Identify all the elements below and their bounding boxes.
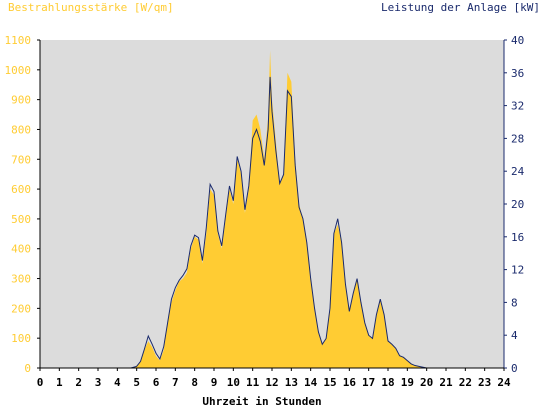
x-tick-label: 0 — [37, 376, 44, 389]
x-tick-label: 23 — [478, 376, 491, 389]
left-tick-label: 1000 — [5, 64, 32, 77]
right-tick-label: 12 — [511, 264, 524, 277]
x-tick-label: 11 — [246, 376, 260, 389]
x-tick-label: 3 — [95, 376, 102, 389]
left-tick-label: 300 — [11, 273, 31, 286]
right-tick-label: 32 — [511, 100, 524, 113]
x-tick-label: 21 — [439, 376, 453, 389]
x-tick-label: 13 — [285, 376, 298, 389]
right-tick-label: 16 — [511, 231, 524, 244]
power-line — [40, 76, 504, 369]
x-tick-label: 24 — [497, 376, 511, 389]
x-tick-label: 15 — [323, 376, 336, 389]
x-tick-label: 18 — [381, 376, 394, 389]
x-axis-label: Uhrzeit in Stunden — [202, 395, 321, 408]
x-tick-label: 14 — [304, 376, 318, 389]
x-ticks: 0 1 2 3 4 5 6 7 8 9 10 11 12 13 14 15 16 17 18 19 20 21 22 23 24 — [37, 368, 511, 389]
left-tick-label: 0 — [24, 362, 31, 375]
x-tick-label: 12 — [265, 376, 278, 389]
x-tick-label: 16 — [343, 376, 357, 389]
left-tick-label: 1100 — [5, 34, 32, 47]
right-tick-label: 8 — [511, 296, 518, 309]
x-tick-label: 19 — [401, 376, 414, 389]
x-tick-label: 10 — [227, 376, 240, 389]
x-tick-label: 9 — [211, 376, 218, 389]
left-tick-label: 700 — [11, 153, 31, 166]
left-tick-label: 200 — [11, 302, 31, 315]
x-tick-label: 8 — [191, 376, 198, 389]
left-tick-label: 900 — [11, 94, 31, 107]
right-axis-title: Leistung der Anlage [kW] — [381, 1, 540, 14]
irradiance-area — [40, 50, 504, 368]
right-tick-label: 28 — [511, 132, 524, 145]
right-tick-label: 4 — [511, 329, 518, 342]
left-tick-label: 600 — [11, 183, 31, 196]
right-tick-label: 40 — [511, 34, 524, 47]
x-tick-label: 20 — [420, 376, 433, 389]
series-layer — [40, 50, 504, 369]
x-tick-label: 7 — [172, 376, 179, 389]
left-tick-label: 100 — [11, 332, 31, 345]
right-tick-label: 36 — [511, 67, 524, 80]
left-axis-title: Bestrahlungsstärke [W/qm] — [8, 1, 174, 14]
x-tick-label: 22 — [459, 376, 472, 389]
right-tick-label: 24 — [511, 165, 525, 178]
x-tick-label: 2 — [75, 376, 82, 389]
right-tick-label: 20 — [511, 198, 524, 211]
left-tick-label: 800 — [11, 123, 31, 136]
left-tick-label: 400 — [11, 243, 31, 256]
left-tick-label: 500 — [11, 213, 31, 226]
right-ticks: 0 4 8 12 16 20 24 28 32 36 40 — [504, 34, 525, 375]
x-tick-label: 4 — [114, 376, 121, 389]
x-tick-label: 17 — [362, 376, 375, 389]
x-tick-label: 6 — [153, 376, 160, 389]
x-tick-label: 1 — [56, 376, 63, 389]
x-tick-label: 5 — [133, 376, 140, 389]
right-tick-label: 0 — [511, 362, 518, 375]
left-ticks: 0 100 200 300 400 500 600 700 800 900 1000 1100 — [5, 34, 40, 375]
